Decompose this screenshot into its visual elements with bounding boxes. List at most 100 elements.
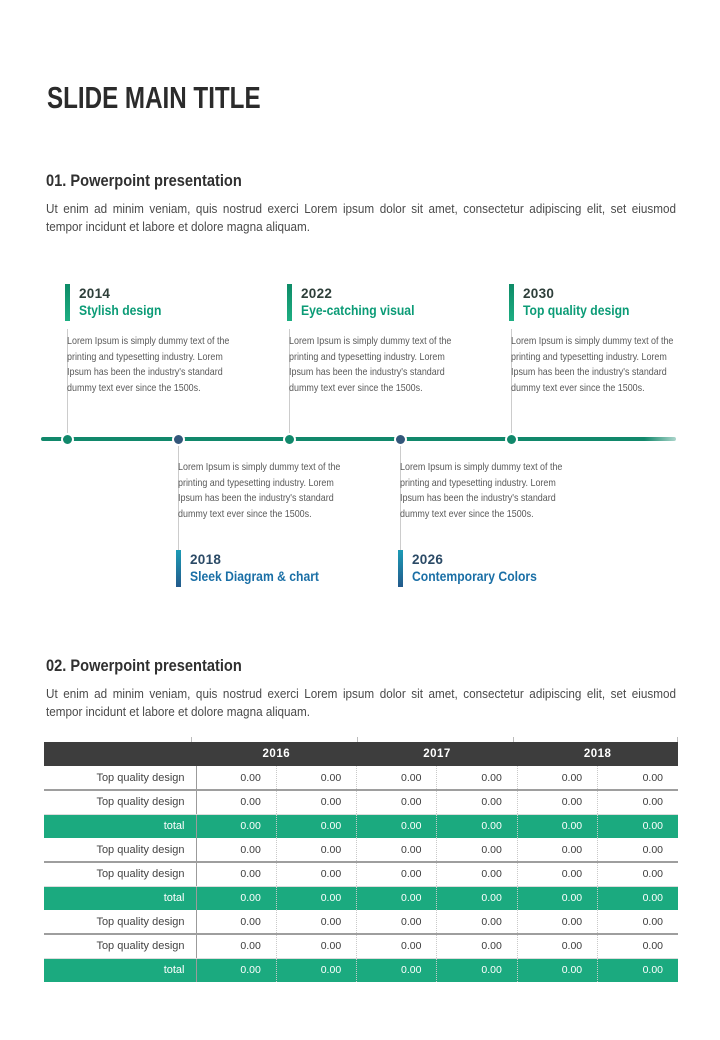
timeline-year: 2018 (190, 552, 222, 568)
value-cell: 0.00 (436, 934, 518, 959)
value-cell: 0.00 (356, 862, 438, 887)
value-cell: 0.00 (196, 910, 277, 935)
value-cell: 0.00 (276, 766, 358, 791)
timeline-card-head: 2018 Sleek Diagram & chart (176, 550, 386, 588)
value-cell: 0.00 (436, 838, 518, 863)
label-column-header (44, 742, 196, 766)
row-label-cell: total (44, 814, 197, 838)
timeline-card-head: 2026 Contemporary Colors (398, 550, 608, 588)
value-cell: 0.00 (196, 814, 277, 838)
value-cell: 0.00 (196, 766, 277, 791)
timeline-dot-2018 (172, 432, 185, 446)
value-cell: 0.00 (597, 934, 678, 959)
value-cell: 0.00 (356, 958, 438, 982)
column-tick (357, 737, 358, 742)
timeline-card-head: 2030 Top quality design (509, 284, 719, 321)
value-cell: 0.00 (517, 766, 599, 791)
value-cell: 0.00 (196, 862, 277, 887)
timeline-dot-2014 (61, 432, 74, 446)
timeline-paragraph: Lorem Ipsum is simply dummy text of the … (178, 462, 341, 520)
row-label-cell: Top quality design (44, 862, 197, 887)
value-cell: 0.00 (517, 958, 599, 982)
value-cell: 0.00 (196, 838, 277, 863)
timeline-year: 2030 (523, 286, 555, 301)
timeline-card-head: 2022 Eye-catching visual (287, 284, 497, 321)
row-label-cell: Top quality design (44, 766, 197, 791)
value-cell: 0.00 (436, 766, 518, 791)
table-row-total: total 0.00 0.00 0.00 0.00 0.00 0.00 (44, 814, 678, 838)
value-cell: 0.00 (597, 886, 678, 910)
value-cell: 0.00 (517, 838, 599, 863)
year-header-2016: 2016 (196, 742, 357, 766)
table-body: Top quality design 0.00 0.00 0.00 0.00 0.00 0.… (44, 766, 678, 982)
page-title: SLIDE MAIN TITLE (47, 80, 261, 115)
table-row-data: Top quality design 0.00 0.00 0.00 0.00 0.00 0.… (44, 766, 678, 791)
value-cell: 0.00 (517, 790, 599, 815)
timeline-connector (511, 329, 512, 437)
value-cell: 0.00 (276, 934, 358, 959)
timeline: 2014 Stylish design Lorem Ipsum is simply … (41, 284, 719, 588)
column-tick (513, 737, 514, 742)
table-row-total: total 0.00 0.00 0.00 0.00 0.00 0.00 (44, 886, 678, 910)
timeline-dot-2030 (505, 432, 518, 446)
timeline-year: 2026 (412, 552, 444, 568)
timeline-connector (178, 441, 179, 551)
value-cell: 0.00 (196, 958, 277, 982)
table-row-data: Top quality design 0.00 0.00 0.00 0.00 0.00 0.… (44, 790, 678, 815)
timeline-paragraph: Lorem Ipsum is simply dummy text of the … (511, 336, 674, 394)
section-01-body: Ut enim ad minim veniam, quis nostrud ex… (46, 201, 676, 234)
data-table: 2016 2017 2018 Top quality design 0.00 0.0… (44, 742, 678, 982)
data-table-container: 2016 2017 2018 Top quality design 0.00 0.0… (44, 737, 678, 982)
timeline-card-2026: Lorem Ipsum is simply dummy text of the … (398, 458, 608, 588)
table-header: 2016 2017 2018 (44, 742, 678, 766)
value-cell: 0.00 (276, 814, 358, 838)
value-cell: 0.00 (356, 886, 438, 910)
table-header-row: 2016 2017 2018 (44, 742, 678, 766)
timeline-title: Eye-catching visual (301, 303, 415, 318)
value-cell: 0.00 (517, 886, 599, 910)
timeline-title: Top quality design (523, 303, 630, 318)
timeline-card-2022: 2022 Eye-catching visual Lorem Ipsum is si… (287, 284, 497, 396)
section-02-body: Ut enim ad minim veniam, quis nostrud ex… (46, 686, 676, 719)
timeline-card-2030: 2030 Top quality design Lorem Ipsum is sim… (509, 284, 719, 396)
value-cell: 0.00 (517, 910, 599, 935)
value-cell: 0.00 (597, 790, 678, 815)
value-cell: 0.00 (356, 838, 438, 863)
timeline-connector (67, 329, 68, 437)
value-cell: 0.00 (517, 934, 599, 959)
timeline-card-head: 2014 Stylish design (65, 284, 275, 321)
value-cell: 0.00 (436, 862, 518, 887)
value-cell: 0.00 (276, 862, 358, 887)
value-cell: 0.00 (597, 838, 678, 863)
year-header-2018: 2018 (517, 742, 678, 766)
row-label-cell: Top quality design (44, 790, 197, 815)
section-02: 02. Powerpoint presentation Ut enim ad m… (46, 656, 686, 721)
value-cell: 0.00 (276, 958, 358, 982)
value-cell: 0.00 (436, 886, 518, 910)
table-row-data: Top quality design 0.00 0.00 0.00 0.00 0.00 0.… (44, 934, 678, 959)
value-cell: 0.00 (597, 766, 678, 791)
timeline-paragraph: Lorem Ipsum is simply dummy text of the … (67, 336, 230, 394)
section-02-heading: 02. Powerpoint presentation (46, 656, 242, 675)
column-tick (677, 737, 678, 742)
value-cell: 0.00 (276, 910, 358, 935)
value-cell: 0.00 (276, 790, 358, 815)
value-cell: 0.00 (597, 910, 678, 935)
value-cell: 0.00 (517, 862, 599, 887)
value-cell: 0.00 (436, 790, 518, 815)
value-cell: 0.00 (597, 814, 678, 838)
value-cell: 0.00 (356, 814, 438, 838)
row-label-cell: Top quality design (44, 838, 197, 863)
timeline-connector (400, 441, 401, 551)
row-label-cell: total (44, 886, 197, 910)
timeline-year: 2014 (79, 286, 111, 301)
timeline-connector (289, 329, 290, 437)
value-cell: 0.00 (356, 790, 438, 815)
row-label-cell: Top quality design (44, 910, 197, 935)
timeline-paragraph: Lorem Ipsum is simply dummy text of the … (400, 462, 563, 520)
table-row-data: Top quality design 0.00 0.00 0.00 0.00 0.00 0.… (44, 838, 678, 863)
table-row-total: total 0.00 0.00 0.00 0.00 0.00 0.00 (44, 958, 678, 982)
timeline-card-2014: 2014 Stylish design Lorem Ipsum is simply … (65, 284, 275, 396)
row-label-cell: Top quality design (44, 934, 197, 959)
